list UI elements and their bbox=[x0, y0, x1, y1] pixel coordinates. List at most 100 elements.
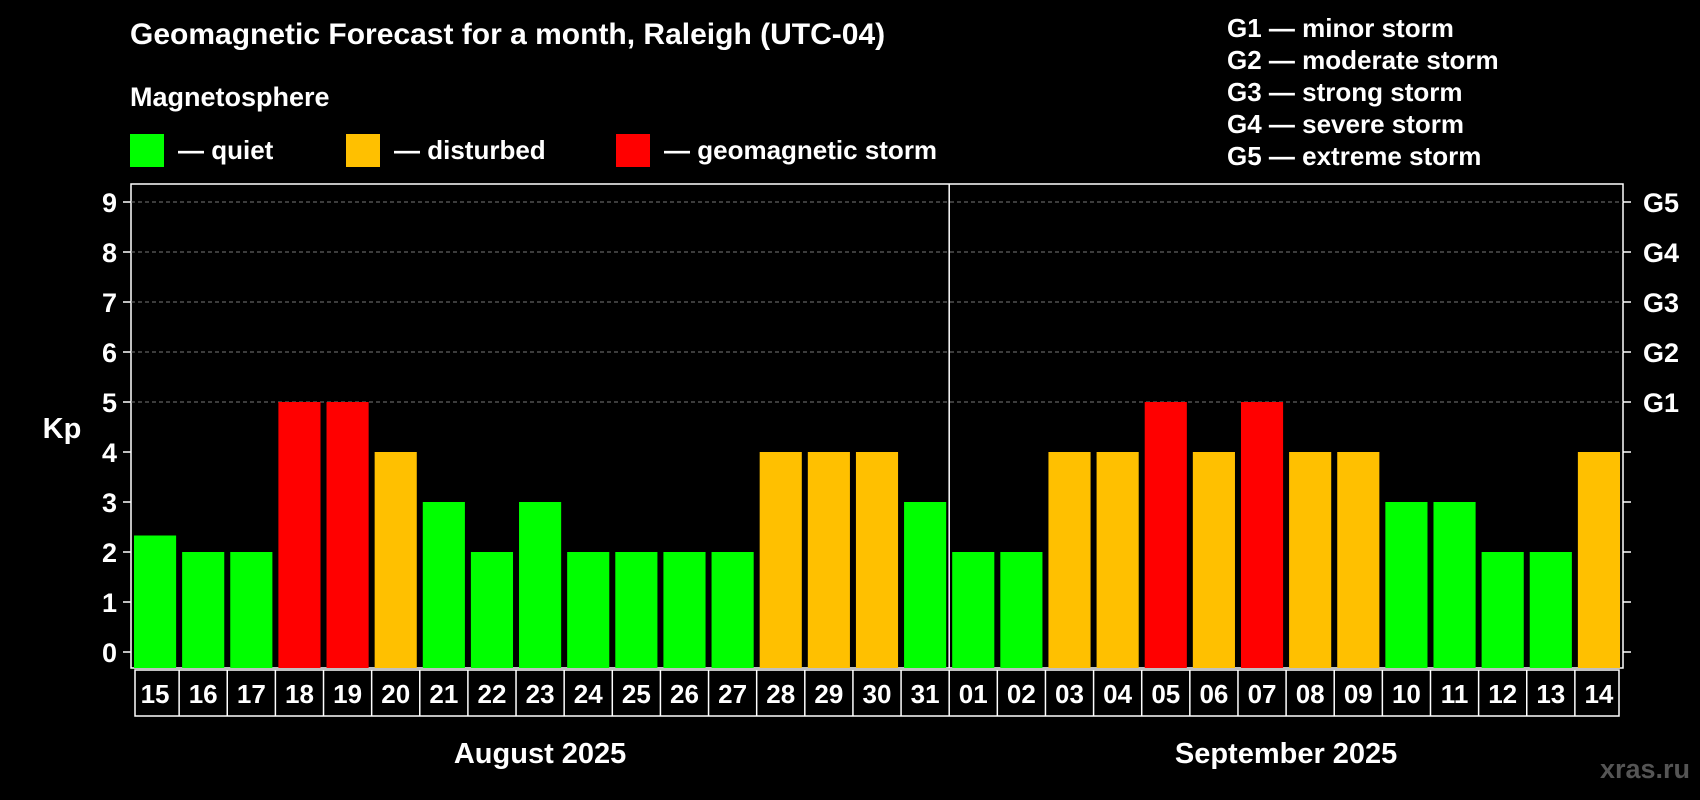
bar-31 bbox=[904, 502, 947, 668]
x-tick-label-16: 16 bbox=[189, 679, 218, 709]
bar-17 bbox=[230, 552, 273, 668]
bar-01 bbox=[952, 552, 995, 668]
chart-title: Geomagnetic Forecast for a month, Raleig… bbox=[130, 18, 886, 51]
x-tick-label-23: 23 bbox=[526, 679, 555, 709]
x-tick-label-04: 04 bbox=[1103, 679, 1132, 709]
month-label-1: September 2025 bbox=[1175, 738, 1397, 770]
legend-quiet: — quiet bbox=[130, 132, 273, 168]
x-tick-label-18: 18 bbox=[285, 679, 314, 709]
x-tick-label-20: 20 bbox=[381, 679, 410, 709]
storm-scale-g4: G4 — severe storm bbox=[1227, 109, 1465, 139]
x-tick-label-12: 12 bbox=[1488, 679, 1517, 709]
y-tick-label-6: 6 bbox=[102, 338, 117, 368]
legend-disturbed-swatch bbox=[346, 133, 380, 167]
bar-09 bbox=[1337, 452, 1380, 668]
bar-16 bbox=[182, 552, 225, 668]
x-tick-label-25: 25 bbox=[622, 679, 651, 709]
x-tick-label-10: 10 bbox=[1392, 679, 1421, 709]
bar-30 bbox=[855, 452, 899, 668]
x-tick-label-19: 19 bbox=[333, 679, 362, 709]
legend-quiet-label: — quiet bbox=[178, 134, 274, 165]
bar-26 bbox=[663, 552, 706, 668]
bar-11 bbox=[1433, 502, 1476, 668]
x-tick-label-09: 09 bbox=[1344, 679, 1373, 709]
x-tick-label-26: 26 bbox=[670, 679, 699, 709]
right-axis-label-g5: G5 bbox=[1643, 188, 1679, 218]
right-axis-label-g2: G2 bbox=[1643, 338, 1679, 368]
bar-13 bbox=[1529, 552, 1572, 668]
x-tick-label-06: 06 bbox=[1199, 679, 1228, 709]
y-tick-label-1: 1 bbox=[102, 588, 117, 618]
x-tick-label-31: 31 bbox=[911, 679, 940, 709]
bar-03 bbox=[1048, 452, 1091, 668]
storm-scale-g3: G3 — strong storm bbox=[1227, 77, 1463, 107]
bar-02 bbox=[1000, 552, 1043, 668]
bar-22 bbox=[470, 552, 514, 668]
day-label-strip bbox=[134, 669, 1620, 717]
legend-disturbed: — disturbed bbox=[346, 132, 546, 168]
bar-18 bbox=[278, 402, 321, 668]
bar-07 bbox=[1240, 402, 1284, 668]
y-tick-label-4: 4 bbox=[102, 438, 117, 468]
y-tick-label-2: 2 bbox=[102, 538, 117, 568]
x-tick-label-29: 29 bbox=[814, 679, 843, 709]
bar-24 bbox=[567, 552, 610, 668]
legend-storm-label: — geomagnetic storm bbox=[664, 134, 938, 165]
storm-scale-g5: G5 — extreme storm bbox=[1227, 141, 1482, 171]
x-tick-label-30: 30 bbox=[863, 679, 892, 709]
bar-20 bbox=[374, 452, 417, 668]
storm-scale-g2: G2 — moderate storm bbox=[1227, 45, 1499, 75]
legend-heading: Magnetosphere bbox=[130, 82, 330, 112]
x-tick-label-01: 01 bbox=[959, 679, 988, 709]
y-tick-label-8: 8 bbox=[102, 238, 117, 268]
x-tick-label-17: 17 bbox=[237, 679, 266, 709]
right-axis-label-g4: G4 bbox=[1643, 238, 1679, 268]
legend-quiet-swatch bbox=[130, 133, 164, 167]
x-tick-label-13: 13 bbox=[1536, 679, 1565, 709]
bar-05 bbox=[1144, 402, 1187, 668]
x-tick-label-05: 05 bbox=[1151, 679, 1180, 709]
bar-25 bbox=[615, 552, 658, 668]
month-label-0: August 2025 bbox=[454, 738, 626, 770]
x-tick-label-02: 02 bbox=[1007, 679, 1036, 709]
x-tick-label-28: 28 bbox=[766, 679, 795, 709]
x-tick-label-07: 07 bbox=[1248, 679, 1277, 709]
bar-28 bbox=[759, 452, 802, 668]
y-tick-label-9: 9 bbox=[102, 188, 117, 218]
x-tick-label-15: 15 bbox=[141, 679, 170, 709]
bar-12 bbox=[1481, 552, 1524, 668]
y-tick-label-5: 5 bbox=[102, 388, 117, 418]
bar-15 bbox=[134, 535, 177, 668]
y-tick-label-0: 0 bbox=[102, 638, 117, 668]
x-tick-label-22: 22 bbox=[478, 679, 507, 709]
x-tick-label-24: 24 bbox=[574, 679, 603, 709]
x-tick-label-21: 21 bbox=[429, 679, 458, 709]
watermark: xras.ru bbox=[1599, 754, 1690, 784]
bar-19 bbox=[326, 402, 369, 668]
right-axis-label-g1: G1 bbox=[1643, 388, 1679, 418]
x-tick-label-14: 14 bbox=[1584, 679, 1613, 709]
y-tick-label-7: 7 bbox=[102, 288, 117, 318]
storm-scale-g1: G1 — minor storm bbox=[1227, 13, 1454, 43]
right-axis-label-g3: G3 bbox=[1643, 288, 1679, 318]
legend-storm-swatch bbox=[616, 133, 650, 167]
legend-storm: — geomagnetic storm bbox=[616, 132, 937, 168]
bar-23 bbox=[519, 502, 562, 668]
storm-scale-legend: G1 — minor storm G2 — moderate storm G3 … bbox=[1227, 12, 1499, 172]
y-axis-label: Kp bbox=[43, 413, 82, 445]
bar-04 bbox=[1096, 452, 1139, 668]
x-tick-label-27: 27 bbox=[718, 679, 747, 709]
y-tick-label-3: 3 bbox=[102, 488, 117, 518]
bar-08 bbox=[1289, 452, 1332, 668]
legend-disturbed-label: — disturbed bbox=[394, 134, 546, 165]
bar-10 bbox=[1385, 502, 1428, 668]
x-tick-label-03: 03 bbox=[1055, 679, 1084, 709]
x-tick-label-08: 08 bbox=[1296, 679, 1325, 709]
bar-29 bbox=[807, 452, 850, 668]
bar-06 bbox=[1192, 452, 1235, 668]
bar-14 bbox=[1577, 452, 1620, 668]
bar-27 bbox=[711, 552, 754, 668]
bar-21 bbox=[422, 502, 465, 668]
x-tick-label-11: 11 bbox=[1441, 679, 1469, 709]
